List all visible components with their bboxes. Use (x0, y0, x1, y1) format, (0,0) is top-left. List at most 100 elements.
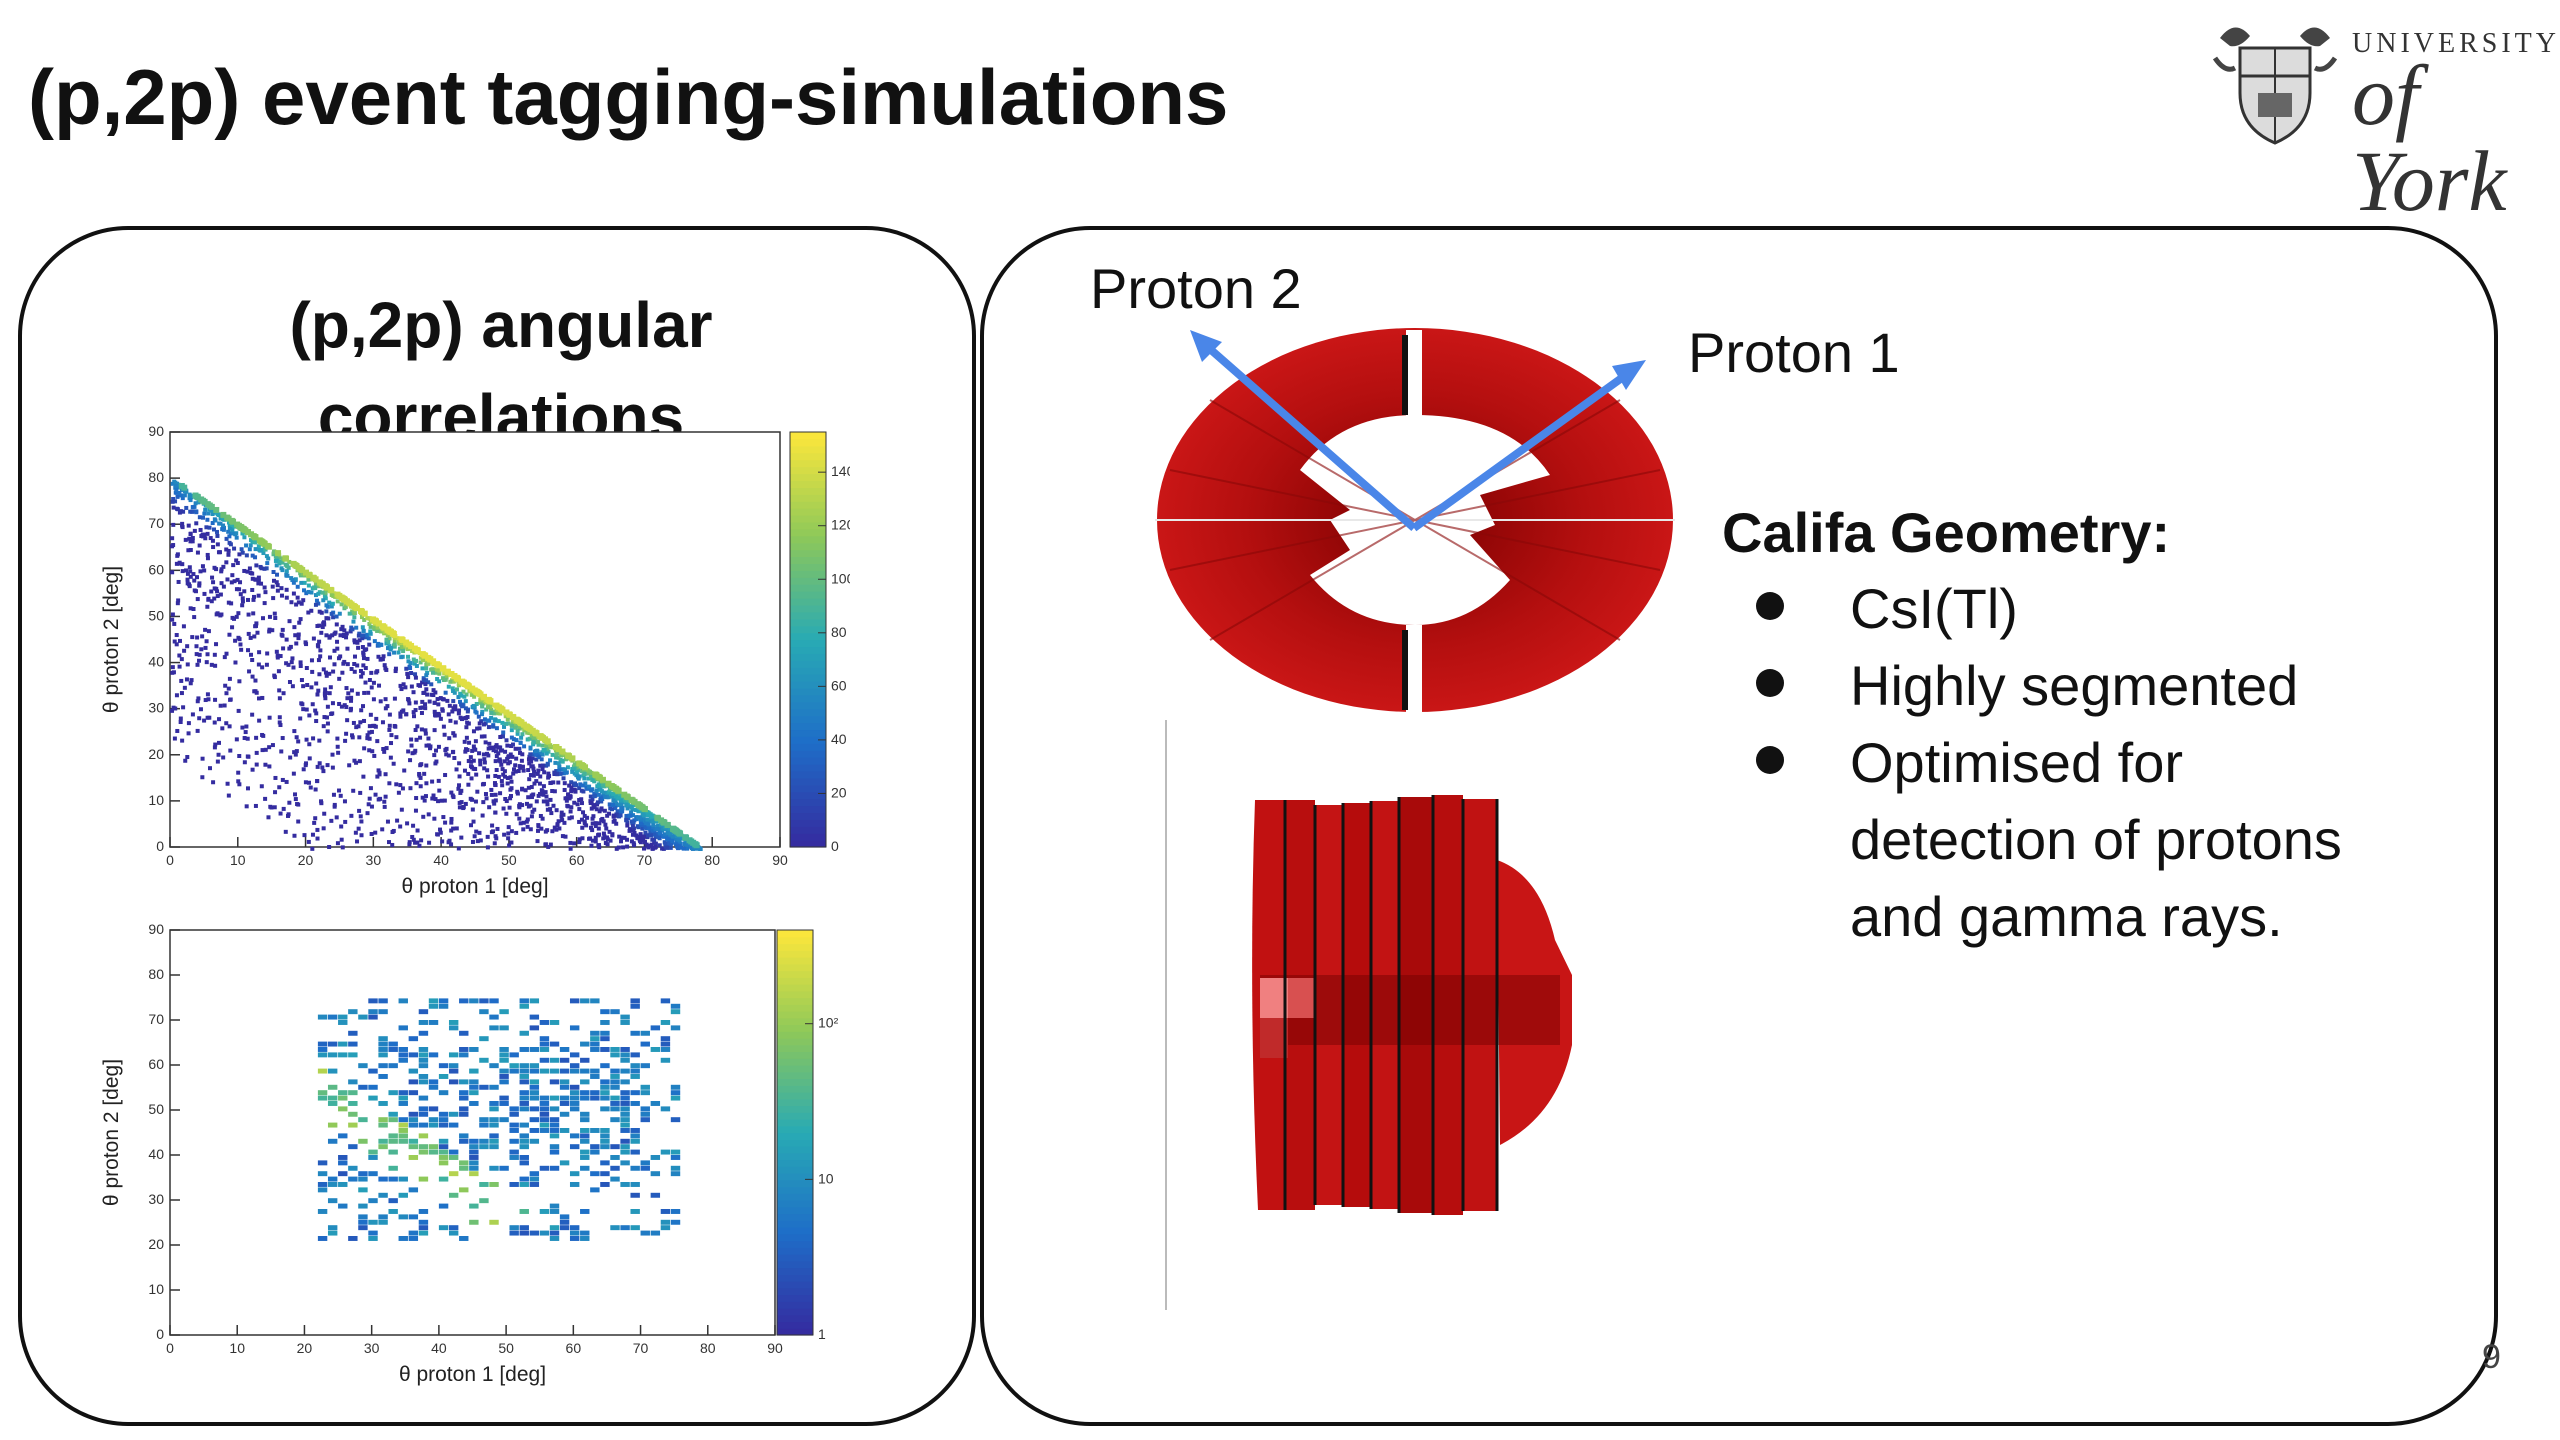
colorbar-segment (790, 750, 826, 758)
bullet-item: Highly segmented (1756, 647, 2410, 724)
heatmap-cell (410, 751, 415, 756)
heatmap-cell (444, 752, 449, 757)
heatmap-cell (640, 1117, 650, 1123)
bullet-dot-icon (1756, 592, 1784, 620)
heatmap-cell (277, 785, 282, 790)
heatmap-cell (630, 1068, 640, 1074)
heatmap-cell (233, 532, 238, 537)
heatmap-ridge-cell (506, 711, 513, 718)
heatmap-cell (218, 521, 223, 526)
heatmap-cell (222, 703, 227, 708)
heatmap-cell (590, 1144, 600, 1150)
heatmap-cell (519, 1144, 529, 1150)
heatmap-cell (238, 592, 243, 597)
heatmap-cell (410, 834, 415, 839)
heatmap-cell (275, 653, 280, 658)
heatmap-ridge-cell (641, 806, 648, 813)
heatmap-cell (217, 717, 222, 722)
heatmap-cell (182, 685, 187, 690)
heatmap-cell (482, 717, 487, 722)
heatmap-cell (392, 696, 397, 701)
heatmap-cell (519, 1122, 529, 1128)
colorbar-segment (777, 1173, 813, 1181)
heatmap-cell (527, 736, 532, 741)
heatmap-cell (451, 699, 456, 704)
heatmap-ridge-cell (228, 517, 235, 524)
heatmap-cell (560, 818, 565, 823)
heatmap-cell (509, 723, 514, 728)
heatmap-cell (502, 724, 507, 729)
heatmap-cell (357, 759, 362, 764)
heatmap-cell (288, 755, 293, 760)
heatmap-cell (189, 678, 194, 683)
heatmap-cell (415, 724, 420, 729)
heatmap-cell (395, 636, 400, 641)
heatmap-ridge-cell (605, 780, 612, 787)
heatmap-cell (212, 652, 217, 657)
heatmap-cell (359, 833, 364, 838)
heatmap-cell (368, 1236, 378, 1241)
heatmap-cell (298, 617, 303, 622)
heatmap-cell (200, 515, 205, 520)
heatmap-cell (450, 709, 455, 714)
heatmap-cell (607, 802, 612, 807)
heatmap-cell (203, 507, 208, 512)
heatmap-cell (539, 1041, 550, 1047)
heatmap-cell (499, 1117, 509, 1123)
heatmap-cell (296, 739, 301, 744)
heatmap-cell (509, 1149, 519, 1155)
heatmap-ridge-cell (296, 564, 303, 571)
heatmap-cell (590, 1149, 600, 1155)
heatmap-cell (441, 676, 446, 681)
colorbar-segment (790, 570, 826, 578)
heatmap-cell (372, 753, 377, 758)
heatmap-cell (593, 835, 598, 840)
heatmap-cell (610, 1074, 620, 1079)
heatmap-cell (218, 516, 223, 521)
heatmap-cell (645, 817, 650, 822)
heatmap-cell (393, 724, 398, 729)
heatmap-cell (304, 737, 309, 742)
heatmap-cell (459, 1047, 469, 1052)
heatmap-cell (320, 625, 325, 630)
heatmap-cell (317, 1160, 328, 1166)
heatmap-cell (187, 565, 192, 570)
heatmap-cell (454, 687, 459, 692)
colorbar-tick-label: 140 (831, 463, 850, 479)
heatmap-cell (398, 1128, 408, 1133)
heatmap-ridge-cell (661, 819, 668, 826)
heatmap-cell (272, 673, 277, 678)
heatmap-cell (679, 845, 684, 850)
heatmap-cell (240, 599, 245, 604)
heatmap-ridge-cell (282, 555, 289, 562)
colorbar-segment (777, 1031, 813, 1039)
bullet-item: Optimised for detection of protons and g… (1756, 724, 2410, 955)
heatmap-cell (448, 1068, 459, 1074)
heatmap-cell (215, 611, 220, 616)
heatmap-cell (227, 526, 232, 531)
heatmap-cell (365, 733, 370, 738)
heatmap-cell (553, 760, 558, 765)
heatmap-cell (407, 701, 412, 706)
angular-correlation-plot-log: 0 10 20 30 40 50 60 70 80 900102030405060708090θ … (100, 921, 839, 1386)
colorbar-segment (777, 1294, 813, 1302)
heatmap-cell (323, 696, 328, 701)
heatmap-cell (520, 787, 525, 792)
heatmap-cell (279, 749, 284, 754)
heatmap-cell (281, 691, 286, 696)
heatmap-cell (463, 801, 468, 806)
heatmap-cell (367, 748, 372, 753)
heatmap-cell (593, 824, 598, 829)
bullet-text: Highly segmented (1850, 654, 2299, 717)
heatmap-cell (640, 1084, 650, 1090)
heatmap-cell (392, 639, 397, 644)
heatmap-cell (221, 584, 226, 589)
heatmap-cell (642, 818, 647, 823)
heatmap-cell (388, 1149, 398, 1155)
heatmap-cell (221, 564, 226, 569)
heatmap-cell (319, 799, 324, 804)
heatmap-cell (313, 787, 318, 792)
heatmap-cell (529, 1176, 540, 1182)
heatmap-cell (423, 682, 428, 687)
heatmap-cell (569, 1068, 580, 1074)
